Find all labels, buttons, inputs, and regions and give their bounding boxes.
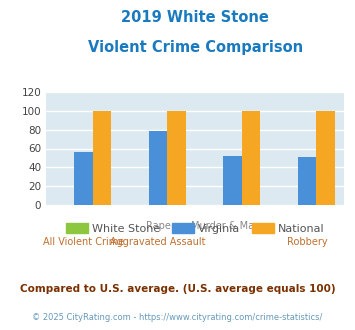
Bar	[316, 111, 335, 205]
Text: All Violent Crime: All Violent Crime	[43, 237, 124, 247]
Text: Robbery: Robbery	[287, 237, 327, 247]
Text: Violent Crime Comparison: Violent Crime Comparison	[88, 40, 303, 54]
Bar	[149, 131, 167, 205]
Text: Rape: Rape	[146, 221, 170, 231]
Bar	[298, 157, 316, 205]
Bar	[93, 111, 111, 205]
Bar	[242, 111, 261, 205]
Text: Murder & Mans...: Murder & Mans...	[191, 221, 274, 231]
Bar	[74, 152, 93, 205]
Text: Compared to U.S. average. (U.S. average equals 100): Compared to U.S. average. (U.S. average …	[20, 284, 335, 294]
Bar	[167, 111, 186, 205]
Bar	[223, 156, 242, 205]
Text: Aggravated Assault: Aggravated Assault	[110, 237, 206, 247]
Text: 2019 White Stone: 2019 White Stone	[121, 10, 269, 25]
Legend: White Stone, Virginia, National: White Stone, Virginia, National	[61, 219, 329, 239]
Text: © 2025 CityRating.com - https://www.cityrating.com/crime-statistics/: © 2025 CityRating.com - https://www.city…	[32, 314, 323, 322]
